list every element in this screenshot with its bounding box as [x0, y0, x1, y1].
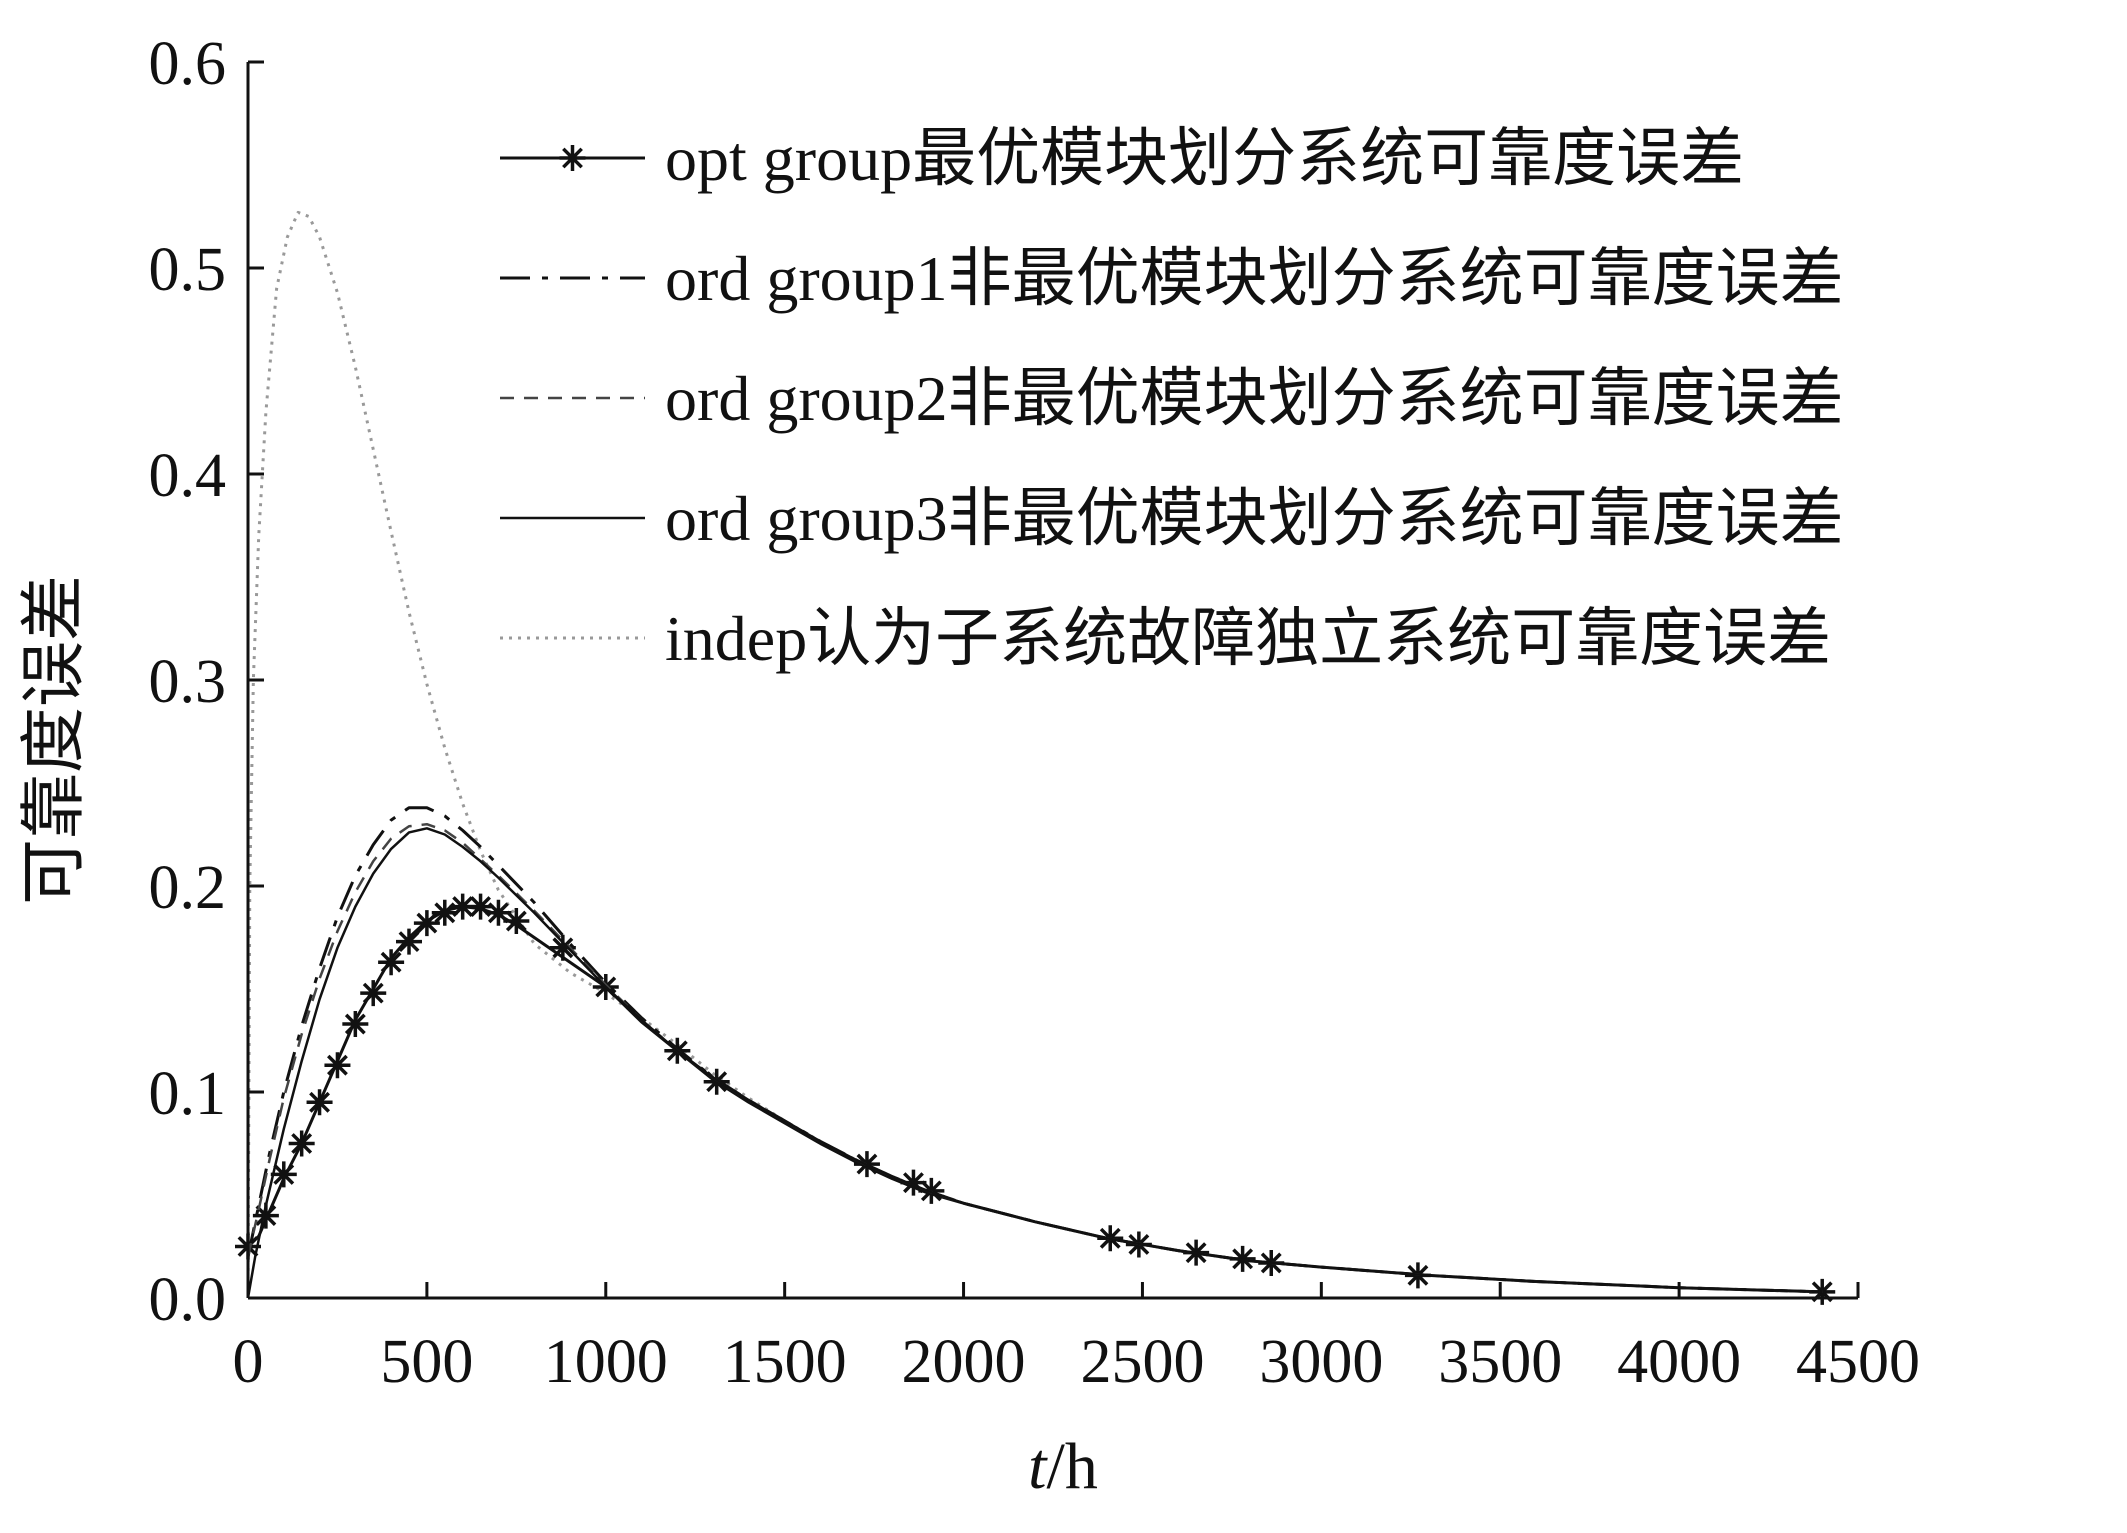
y-tick-label: 0.5: [149, 236, 227, 304]
y-tick-label: 0.6: [149, 30, 227, 98]
series-line-1: [246, 905, 1823, 1294]
y-tick-label: 0.1: [149, 1060, 227, 1128]
y-axis-label: 可靠度误差: [18, 575, 91, 905]
legend-label-2: ord group1非最优模块划分系统可靠度误差: [665, 243, 1844, 314]
series-marker: [549, 934, 576, 961]
series-marker: [378, 949, 405, 976]
legend-label-4: ord group3非最优模块划分系统可靠度误差: [665, 483, 1844, 554]
y-tick-label: 0.0: [149, 1266, 227, 1334]
legend-label-5: indep认为子系统故障独立系统可靠度误差: [665, 603, 1831, 674]
series-marker: [431, 899, 458, 926]
plot-lines: [235, 210, 1836, 1305]
x-tick-label: 1500: [723, 1328, 847, 1396]
x-tick-label: 3500: [1438, 1328, 1562, 1396]
x-tick-label: 2000: [902, 1328, 1026, 1396]
series-marker: [413, 910, 440, 937]
legend: opt group最优模块划分系统可靠度误差 ord group1非最优模块划分系…: [500, 123, 1844, 674]
series-marker: [396, 928, 422, 955]
legend-marker: [559, 145, 586, 171]
x-tick-label: 500: [380, 1328, 473, 1396]
series-marker: [306, 1089, 333, 1116]
x-axis-label: t/h: [1028, 1430, 1098, 1503]
series-marker: [252, 1202, 279, 1229]
y-tick-label: 0.3: [149, 648, 227, 716]
series-marker: [485, 899, 512, 926]
x-axis-label-unit: /h: [1047, 1430, 1098, 1503]
x-tick-label: 2500: [1080, 1328, 1204, 1396]
series-marker: [360, 980, 387, 1007]
y-ticks: 0.0 0.1 0.2 0.3 0.4 0.5 0.6: [149, 30, 264, 1334]
series-marker: [449, 893, 476, 920]
legend-label-1: opt group最优模块划分系统可靠度误差: [665, 123, 1744, 194]
x-axis-label-italic: t: [1028, 1430, 1048, 1503]
x-ticks: 0 500 1000 1500 2000 2500 3000 3500 4000 4500: [233, 1282, 1920, 1396]
x-tick-label: 0: [233, 1328, 264, 1396]
x-tick-label: 4000: [1617, 1328, 1741, 1396]
series-line-4: [246, 827, 1823, 1299]
series-marker: [703, 1068, 730, 1095]
series-marker: [467, 893, 494, 920]
x-tick-label: 1000: [544, 1328, 668, 1396]
series-marker: [900, 1169, 927, 1196]
series-line-2: [246, 806, 1823, 1294]
y-tick-label: 0.4: [149, 442, 227, 510]
y-tick-label: 0.2: [149, 854, 227, 922]
legend-label-3: ord group2非最优模块划分系统可靠度误差: [665, 363, 1844, 434]
series-marker: [270, 1161, 297, 1188]
series-marker: [288, 1130, 315, 1157]
series-marker: [503, 908, 530, 935]
series-marker: [342, 1011, 369, 1038]
x-tick-label: 3000: [1259, 1328, 1383, 1396]
x-tick-label: 4500: [1796, 1328, 1920, 1396]
series-marker: [324, 1052, 351, 1079]
